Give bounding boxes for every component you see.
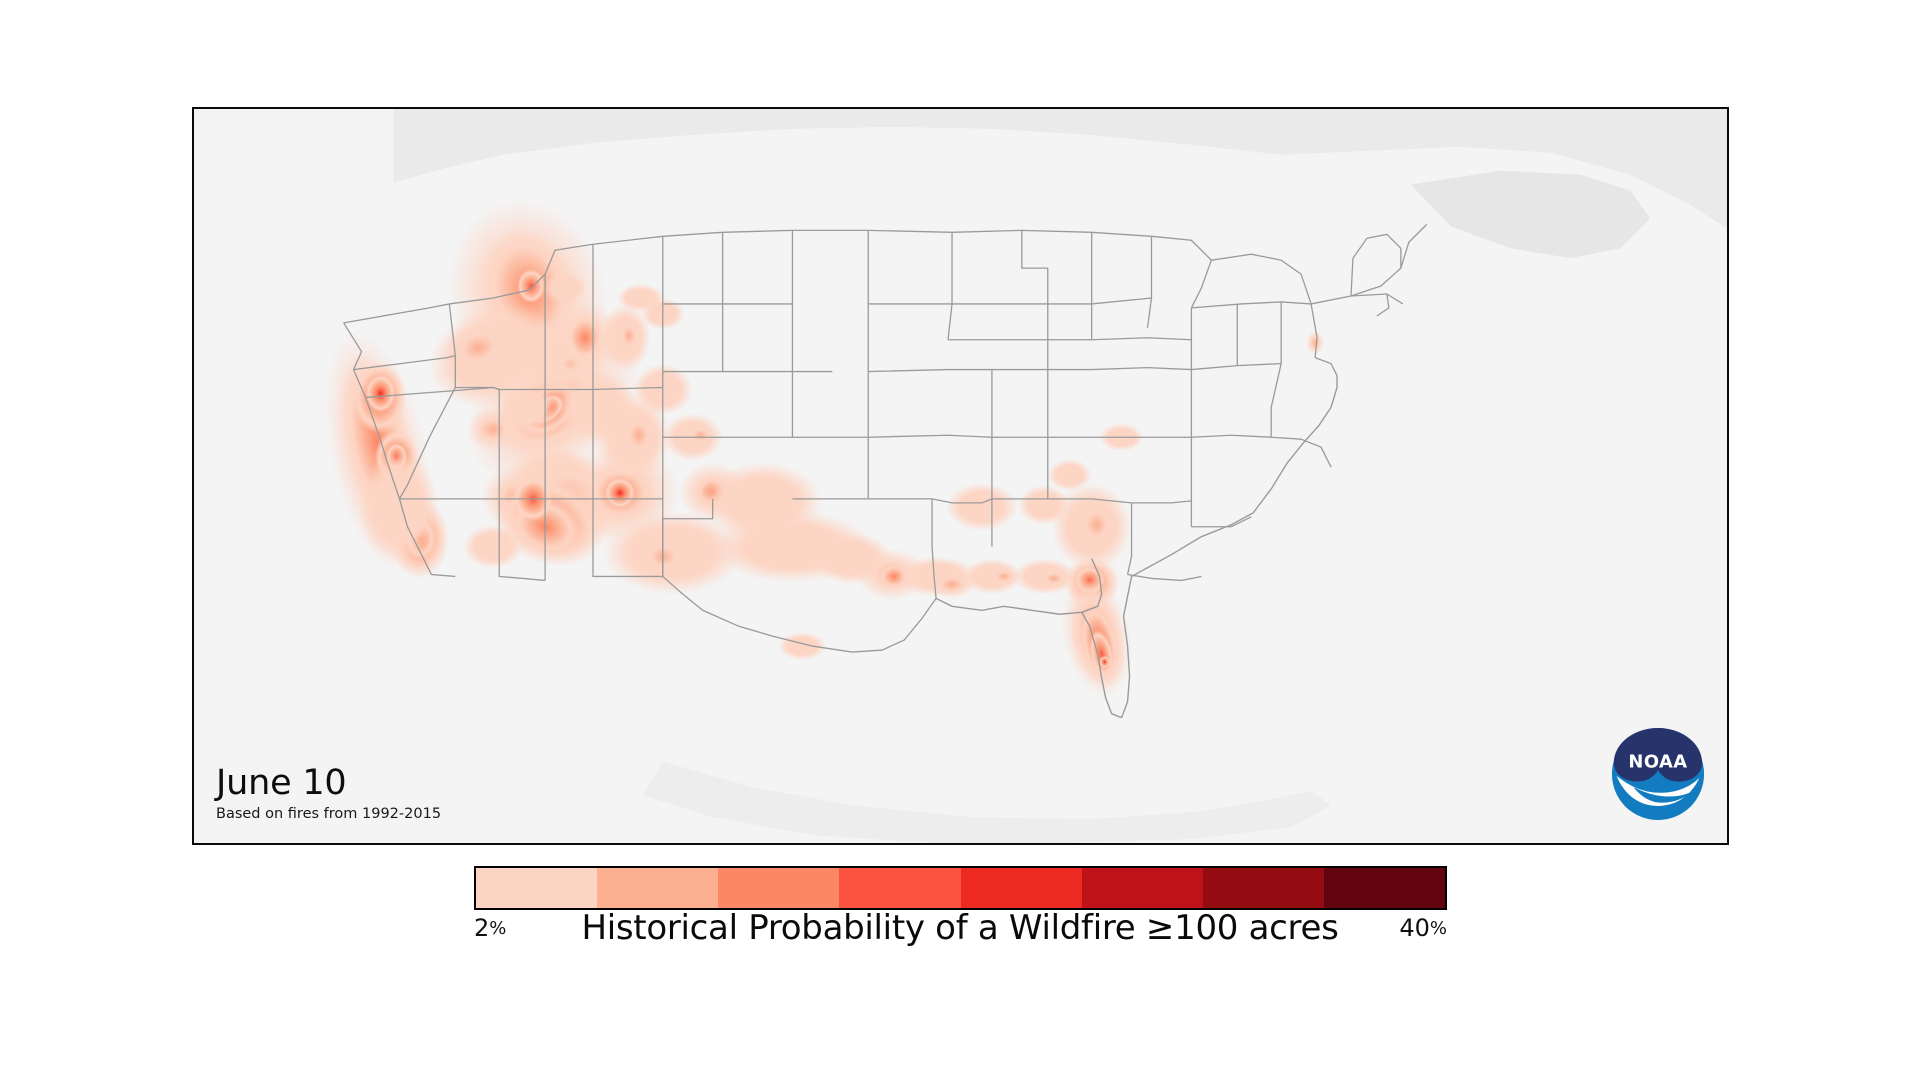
colorbar-caption: Historical Probability of a Wildfire ≥10… (581, 908, 1339, 948)
colorbar (474, 866, 1447, 910)
colorbar-cell-1 (597, 868, 719, 908)
colorbar-min-unit: % (489, 918, 507, 939)
colorbar-cell-2 (718, 868, 840, 908)
colorbar-cell-7 (1323, 868, 1445, 908)
colorbar-max-value: 40 (1399, 914, 1430, 942)
colorbar-cell-0 (476, 868, 598, 908)
colorbar-cell-6 (1202, 868, 1324, 908)
noaa-logo-text: NOAA (1628, 751, 1687, 772)
state-boundaries (343, 223, 1428, 653)
neighbor-land (393, 109, 1727, 843)
colorbar-min-label: 2% (474, 914, 506, 942)
colorbar-max-unit: % (1429, 918, 1447, 939)
us-map (194, 109, 1727, 843)
wildfire-probability-heatmap (325, 199, 1325, 697)
colorbar-cell-5 (1081, 868, 1203, 908)
map-title-block: June 10 Based on fires from 1992-2015 (216, 762, 442, 822)
colorbar-min-value: 2 (474, 914, 490, 942)
noaa-logo: NOAA (1611, 727, 1705, 821)
map-subtitle: Based on fires from 1992-2015 (216, 805, 442, 822)
noaa-logo-icon: NOAA (1611, 727, 1705, 821)
coastline (935, 375, 1338, 719)
map-panel: June 10 Based on fires from 1992-2015 NO… (192, 107, 1729, 845)
colorbar-max-label: 40% (1399, 914, 1447, 942)
colorbar-gradient (474, 866, 1447, 910)
colorbar-cell-3 (839, 868, 961, 908)
colorbar-cell-4 (960, 868, 1082, 908)
page-title: June 10 (216, 762, 347, 803)
